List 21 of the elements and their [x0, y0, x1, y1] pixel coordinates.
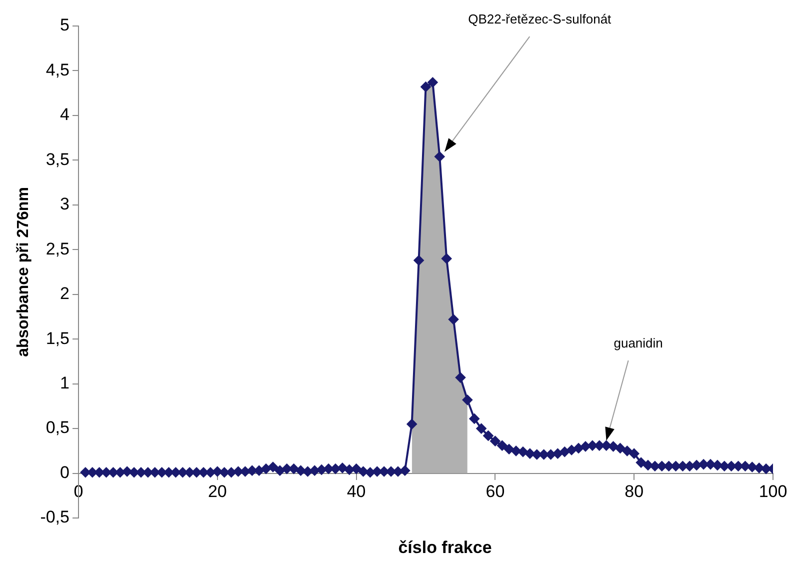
x-tick-label: 20	[208, 482, 227, 502]
y-tick-label: 4	[60, 105, 70, 124]
y-tick-label: 1,5	[46, 328, 70, 348]
y-axis-title: absorbance při 276nm	[15, 187, 32, 357]
y-tick-label: 4,5	[46, 60, 70, 80]
x-tick-label: 40	[346, 482, 366, 502]
y-tick-label: 0	[60, 462, 70, 482]
annotation: guanidin	[614, 336, 663, 351]
y-tick-label: 2	[60, 284, 70, 304]
annotation: QB22-řetězec-S-sulfonát	[468, 12, 612, 27]
y-tick-label: 3	[60, 194, 70, 214]
y-tick-label: 3,5	[46, 150, 70, 169]
x-tick-label: 80	[624, 482, 644, 502]
y-tick-label: -0,5	[40, 508, 70, 527]
y-tick-label: 5	[60, 16, 70, 35]
x-tick-label: 100	[758, 482, 788, 502]
x-tick-label: 60	[486, 482, 505, 502]
y-tick-label: 0,5	[46, 418, 70, 438]
y-tick-label: 2,5	[46, 239, 70, 258]
y-tick-label: 1	[60, 374, 70, 393]
x-axis-title: číslo frakce	[397, 538, 493, 558]
